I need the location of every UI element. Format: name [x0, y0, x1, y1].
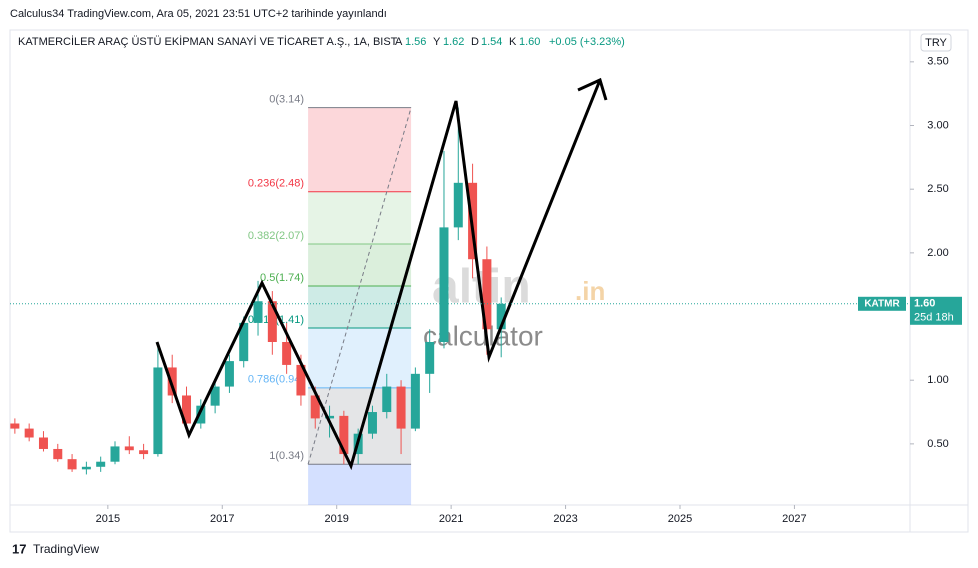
legend-value: 1.56 — [405, 36, 426, 48]
symbol-title: KATMERCİLER ARAÇ ÜSTÜ EKİPMAN SANAYİ VE … — [18, 35, 398, 48]
x-tick-label: 2017 — [210, 513, 234, 525]
fib-trend — [307, 107, 412, 465]
candle-body — [253, 301, 263, 323]
candle-body — [382, 386, 392, 413]
x-tick-label: 2019 — [324, 513, 348, 525]
logo-mark: 17 — [12, 541, 26, 556]
candle-body — [182, 395, 192, 424]
ohlc-legend: A 1.56 Y 1.62 D 1.54 K 1.60 +0.05 (+3.23%) — [395, 36, 625, 48]
price-tag — [910, 296, 962, 325]
chart-frame — [9, 29, 969, 533]
candle-body — [124, 446, 134, 451]
fib-zone — [308, 191, 412, 244]
legend-key: D — [471, 36, 479, 48]
legend-change: +0.05 (+3.23%) — [549, 36, 625, 48]
x-tick-label: 2025 — [668, 513, 692, 525]
candle-body — [482, 259, 492, 330]
candle-body — [53, 448, 63, 460]
x-tick-label: 2021 — [439, 513, 463, 525]
candle-body — [24, 428, 34, 438]
symbol-tag-label: KATMR — [864, 298, 900, 309]
candle-body — [496, 303, 506, 330]
candle-body — [167, 367, 177, 396]
candle-body — [224, 361, 234, 387]
candle-body — [282, 341, 292, 365]
currency[interactable]: TRY — [925, 37, 947, 49]
candle-body — [153, 367, 163, 455]
candle-body — [310, 395, 320, 419]
candle-body — [81, 466, 91, 470]
fib-label: 0.5(1.74) — [260, 272, 304, 284]
candle-body — [38, 437, 48, 449]
fib-label: 0.236(2.48) — [248, 178, 304, 190]
footer-logo: TradingView — [33, 542, 99, 556]
fib-zone — [308, 107, 412, 192]
candle-body — [453, 182, 463, 228]
fib-label: 1(0.34) — [269, 450, 304, 462]
symbol-tag — [858, 296, 906, 311]
watermark-suffix: .in — [575, 276, 605, 306]
candle-body — [439, 227, 449, 342]
currency-box[interactable] — [920, 33, 952, 52]
legend-value: 1.62 — [443, 36, 464, 48]
fib-zone — [308, 327, 412, 388]
x-tick-label: 2023 — [553, 513, 577, 525]
zigzag-drawing — [155, 77, 608, 471]
candle-body — [10, 423, 20, 429]
legend-key: A — [395, 36, 403, 48]
legend-value: 1.54 — [481, 36, 502, 48]
published-note: Calculus34 TradingView.com, Ara 05, 2021… — [10, 8, 387, 20]
x-tick-label: 2027 — [782, 513, 806, 525]
candle-body — [325, 415, 335, 419]
axes: 0.501.001.502.002.503.003.50201520172019… — [10, 56, 962, 525]
fibonacci: 0(3.14) 0.236(2.48) 0.382(2.07) 0.5(1.74) 0.… — [248, 94, 412, 505]
y-tick-label: 2.00 — [927, 247, 948, 259]
y-tick-label: 1.00 — [927, 374, 948, 386]
candle-body — [296, 364, 306, 396]
candle-body — [96, 461, 106, 467]
legend-key: Y — [433, 36, 441, 48]
candle-body — [210, 386, 220, 406]
candle-body — [396, 386, 406, 429]
fib-zone — [308, 464, 412, 505]
candle-body — [267, 301, 277, 342]
candle-body — [196, 405, 206, 424]
price-tag-label: 1.60 — [914, 298, 935, 310]
y-tick-label: 3.00 — [927, 119, 948, 131]
candle-body — [110, 446, 120, 462]
candle-body — [367, 412, 377, 434]
candle-body — [410, 373, 420, 429]
countdown: 25d 18h — [914, 312, 954, 324]
fib-label: 0(3.14) — [269, 94, 304, 106]
y-tick-label: 3.50 — [927, 56, 948, 68]
legend-value: 1.60 — [519, 36, 540, 48]
candle-body — [239, 322, 249, 362]
candle-body — [425, 341, 435, 374]
fib-label: 0.786(0.94) — [248, 374, 304, 386]
candle-body — [139, 450, 149, 455]
y-tick-label: 0.50 — [927, 438, 948, 450]
legend-key: K — [509, 36, 517, 48]
x-tick-label: 2015 — [96, 513, 120, 525]
candle-body — [339, 415, 349, 455]
fib-zone — [308, 243, 412, 286]
y-tick-label: 2.50 — [927, 183, 948, 195]
candle-body — [67, 459, 77, 470]
fib-label: 0.382(2.07) — [248, 230, 304, 242]
